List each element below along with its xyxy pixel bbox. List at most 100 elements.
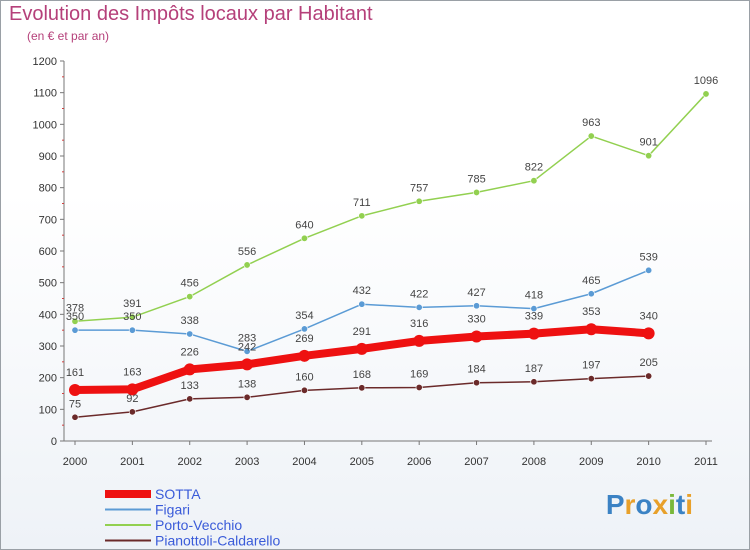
- data-label-pianottoli-caldarello: 169: [410, 368, 428, 380]
- data-point-pianottoli-caldarello: [473, 379, 481, 387]
- data-label-sotta: 163: [123, 366, 141, 378]
- x-tick-label: 2005: [350, 456, 374, 468]
- logo-letter: r: [624, 489, 636, 520]
- y-tick-label: 300: [39, 341, 57, 353]
- data-label-porto-vecchio: 785: [467, 173, 485, 185]
- data-label-sotta: 330: [467, 314, 485, 326]
- data-label-pianottoli-caldarello: 160: [295, 371, 313, 383]
- data-point-figari: [300, 325, 308, 333]
- data-point-pianottoli-caldarello: [415, 383, 423, 391]
- data-label-porto-vecchio: 556: [238, 246, 256, 258]
- data-point-pianottoli-caldarello: [587, 375, 595, 383]
- legend-label: SOTTA: [155, 486, 201, 502]
- data-label-figari: 422: [410, 288, 428, 300]
- data-label-pianottoli-caldarello: 197: [582, 360, 600, 372]
- data-point-figari: [71, 326, 79, 334]
- x-tick-label: 2006: [407, 456, 431, 468]
- data-point-sotta: [585, 323, 598, 336]
- data-label-figari: 418: [525, 290, 543, 302]
- data-point-pianottoli-caldarello: [300, 386, 308, 394]
- data-point-sotta: [183, 363, 196, 376]
- y-tick-label: 1000: [33, 119, 57, 131]
- data-point-sotta: [355, 342, 368, 355]
- data-label-figari: 432: [353, 285, 371, 297]
- data-point-porto-vecchio: [702, 90, 710, 98]
- logo-letter: i: [668, 489, 676, 520]
- data-point-porto-vecchio: [587, 132, 595, 140]
- data-label-pianottoli-caldarello: 92: [126, 393, 138, 405]
- x-tick-label: 2011: [694, 456, 718, 468]
- data-point-figari: [128, 326, 136, 334]
- data-label-figari: 539: [639, 251, 657, 263]
- x-tick-label: 2007: [464, 456, 488, 468]
- y-tick-label: 1100: [33, 88, 57, 100]
- data-point-porto-vecchio: [186, 293, 194, 301]
- chart-title: Evolution des Impôts locaux par Habitant: [9, 3, 373, 25]
- data-label-figari: 350: [123, 311, 141, 323]
- data-point-porto-vecchio: [128, 313, 136, 321]
- data-label-figari: 283: [238, 332, 256, 344]
- y-tick-label: 1200: [33, 56, 57, 68]
- data-label-sotta: 269: [295, 333, 313, 345]
- x-tick-label: 2000: [63, 456, 87, 468]
- data-point-pianottoli-caldarello: [358, 384, 366, 392]
- data-label-sotta: 161: [66, 367, 84, 379]
- data-point-porto-vecchio: [300, 234, 308, 242]
- data-point-sotta: [470, 330, 483, 343]
- data-label-porto-vecchio: 1096: [694, 75, 718, 87]
- data-point-figari: [186, 330, 194, 338]
- data-label-pianottoli-caldarello: 168: [353, 369, 371, 381]
- data-point-porto-vecchio: [358, 212, 366, 220]
- data-label-sotta: 353: [582, 306, 600, 318]
- y-tick-label: 600: [39, 246, 57, 258]
- data-label-pianottoli-caldarello: 133: [181, 380, 199, 392]
- data-point-porto-vecchio: [415, 197, 423, 205]
- data-point-figari: [530, 305, 538, 313]
- y-tick-label: 200: [39, 373, 57, 385]
- logo-letter: o: [635, 489, 653, 520]
- logo-letter: P: [605, 489, 625, 520]
- data-label-porto-vecchio: 378: [66, 302, 84, 314]
- data-point-sotta: [69, 384, 81, 397]
- series-line-figari: [74, 269, 650, 353]
- data-point-figari: [358, 300, 366, 308]
- legend-label: Porto-Vecchio: [155, 517, 242, 533]
- legend-label: Figari: [155, 502, 190, 518]
- data-point-pianottoli-caldarello: [243, 393, 251, 401]
- data-point-pianottoli-caldarello: [128, 408, 136, 416]
- x-tick-label: 2009: [579, 456, 603, 468]
- x-tick-label: 2008: [522, 456, 546, 468]
- data-point-pianottoli-caldarello: [71, 413, 79, 421]
- data-point-pianottoli-caldarello: [530, 378, 538, 386]
- y-tick-label: 0: [51, 436, 57, 448]
- x-tick-label: 2002: [177, 456, 201, 468]
- data-point-porto-vecchio: [530, 177, 538, 185]
- data-point-sotta: [527, 327, 540, 340]
- data-label-figari: 338: [181, 315, 199, 327]
- data-label-porto-vecchio: 963: [582, 117, 600, 129]
- data-point-pianottoli-caldarello: [186, 395, 194, 403]
- x-tick-label: 2010: [636, 456, 660, 468]
- logo-letter: i: [685, 489, 693, 520]
- data-label-sotta: 340: [639, 310, 657, 322]
- x-tick-label: 2001: [120, 456, 144, 468]
- data-label-porto-vecchio: 391: [123, 298, 141, 310]
- data-point-porto-vecchio: [645, 152, 653, 160]
- data-point-figari: [473, 302, 481, 310]
- data-label-porto-vecchio: 901: [639, 137, 657, 149]
- y-tick-label: 400: [39, 309, 57, 321]
- data-point-porto-vecchio: [71, 317, 79, 325]
- legend-label: Pianottoli-Caldarello: [155, 533, 281, 549]
- x-tick-label: 2003: [235, 456, 259, 468]
- data-label-figari: 350: [66, 311, 84, 323]
- y-tick-label: 900: [39, 151, 57, 163]
- data-point-sotta: [298, 349, 311, 362]
- data-label-figari: 465: [582, 275, 600, 287]
- data-label-sotta: 339: [525, 311, 543, 323]
- data-label-porto-vecchio: 822: [525, 162, 543, 174]
- data-label-sotta: 226: [181, 346, 199, 358]
- data-point-figari: [587, 290, 595, 298]
- data-point-figari: [645, 266, 653, 274]
- data-label-porto-vecchio: 640: [295, 219, 313, 231]
